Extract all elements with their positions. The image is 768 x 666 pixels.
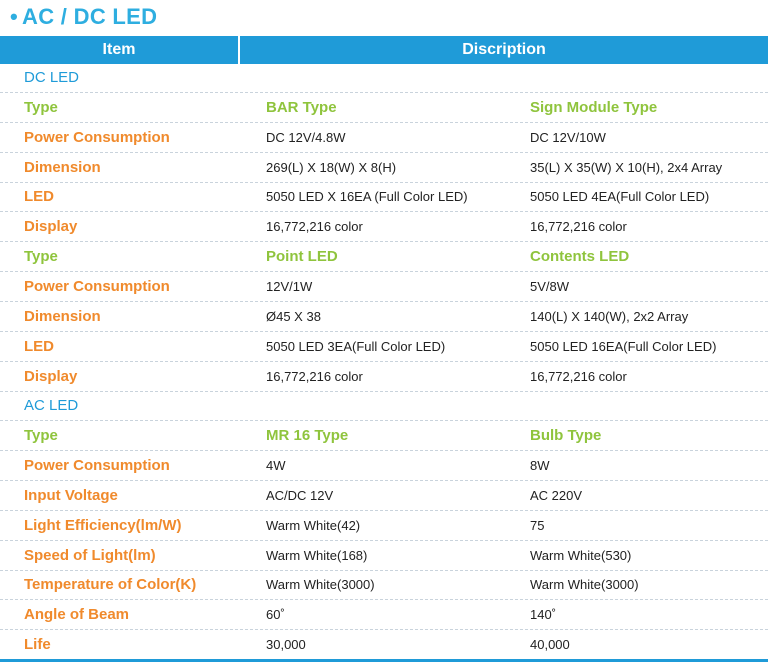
- row-label: LED: [24, 338, 54, 355]
- row-value-1: [266, 392, 521, 420]
- table-row: LED 5050 LED X 16EA (Full Color LED) 5050 …: [0, 183, 768, 212]
- table-row: Type MR 16 Type Bulb Type: [0, 422, 768, 451]
- row-value-1: Point LED: [266, 248, 338, 265]
- row-label: Life: [24, 636, 51, 653]
- row-value-2: Warm White(3000): [530, 577, 639, 592]
- row-value-1: MR 16 Type: [266, 427, 349, 444]
- row-label: Angle of Beam: [24, 606, 130, 623]
- row-label: Input Voltage: [24, 487, 118, 504]
- row-value-2: Contents LED: [530, 248, 630, 265]
- row-label: Dimension: [24, 308, 101, 325]
- row-value-2: Bulb Type: [530, 427, 602, 444]
- row-value-1: Ø45 X 38: [266, 309, 321, 324]
- row-label: Display: [24, 218, 78, 235]
- row-value-1: BAR Type: [266, 99, 337, 116]
- section-row: DC LED: [0, 64, 768, 93]
- row-value-2: [530, 392, 766, 420]
- row-label: LED: [24, 188, 54, 205]
- bullet-icon: •: [10, 4, 19, 29]
- row-value-1: AC/DC 12V: [266, 488, 334, 503]
- row-label: Power Consumption: [24, 278, 170, 295]
- row-value-1: 5050 LED X 16EA (Full Color LED): [266, 189, 468, 204]
- row-value-2: 140˚: [530, 607, 557, 622]
- row-value-2: [530, 64, 766, 92]
- row-value-2: 40,000: [530, 637, 570, 652]
- table-row: Type Point LED Contents LED: [0, 243, 768, 272]
- row-value-2: 35(L) X 35(W) X 10(H), 2x4 Array: [530, 160, 723, 175]
- row-label: Type: [24, 248, 58, 265]
- row-value-1: 16,772,216 color: [266, 219, 363, 234]
- row-value-1: Warm White(168): [266, 548, 368, 563]
- row-value-1: 269(L) X 18(W) X 8(H): [266, 160, 397, 175]
- page-title: • AC / DC LED: [10, 4, 157, 30]
- row-label: Dimension: [24, 159, 101, 176]
- row-value-2: 140(L) X 140(W), 2x2 Array: [530, 309, 689, 324]
- row-value-2: 75: [530, 518, 545, 533]
- row-label: Type: [24, 99, 58, 116]
- table-row: Temperature of Color(K) Warm White(3000) W…: [0, 571, 768, 600]
- table-row: Life 30,000 40,000: [0, 631, 768, 660]
- table-row: Type BAR Type Sign Module Type: [0, 94, 768, 123]
- row-value-1: DC 12V/4.8W: [266, 130, 346, 145]
- row-label: AC LED: [24, 397, 79, 414]
- table-header: Item Discription: [0, 36, 768, 64]
- row-value-1: Warm White(3000): [266, 577, 375, 592]
- table-row: Display 16,772,216 color 16,772,216 color: [0, 363, 768, 392]
- row-label: Power Consumption: [24, 457, 170, 474]
- row-value-2: 5V/8W: [530, 279, 570, 294]
- row-value-2: DC 12V/10W: [530, 130, 606, 145]
- row-value-1: [266, 64, 521, 92]
- page-title-text: AC / DC LED: [22, 4, 158, 29]
- row-value-2: 5050 LED 4EA(Full Color LED): [530, 189, 710, 204]
- row-value-2: AC 220V: [530, 488, 583, 503]
- row-value-1: 30,000: [266, 637, 306, 652]
- table-row: Speed of Light(lm) Warm White(168) Warm Wh…: [0, 542, 768, 571]
- header-divider: [238, 36, 240, 64]
- row-value-1: 16,772,216 color: [266, 369, 363, 384]
- row-value-2: 5050 LED 16EA(Full Color LED): [530, 339, 717, 354]
- bottom-rule: [0, 659, 768, 662]
- row-value-2: Warm White(530): [530, 548, 632, 563]
- header-description: Discription: [462, 41, 546, 58]
- header-item: Item: [102, 41, 136, 58]
- section-row: AC LED: [0, 392, 768, 421]
- row-label: Light Efficiency(lm/W): [24, 517, 182, 534]
- row-value-2: 8W: [530, 458, 550, 473]
- table-row: Light Efficiency(lm/W) Warm White(42) 75: [0, 512, 768, 541]
- row-value-2: 16,772,216 color: [530, 219, 627, 234]
- row-label: Type: [24, 427, 58, 444]
- table-row: Power Consumption DC 12V/4.8W DC 12V/10W: [0, 124, 768, 153]
- row-value-1: 12V/1W: [266, 279, 313, 294]
- table-row: Angle of Beam 60˚ 140˚: [0, 601, 768, 630]
- table-row: LED 5050 LED 3EA(Full Color LED) 5050 LED …: [0, 333, 768, 362]
- row-label: Display: [24, 368, 78, 385]
- table-row: Power Consumption 12V/1W 5V/8W: [0, 273, 768, 302]
- row-value-2: Sign Module Type: [530, 99, 658, 116]
- row-value-1: Warm White(42): [266, 518, 361, 533]
- row-label: Power Consumption: [24, 129, 170, 146]
- row-value-1: 60˚: [266, 607, 285, 622]
- row-value-1: 4W: [266, 458, 286, 473]
- table-row: Dimension 269(L) X 18(W) X 8(H) 35(L) X 35…: [0, 154, 768, 183]
- table-row: Power Consumption 4W 8W: [0, 452, 768, 481]
- row-label: Speed of Light(lm): [24, 547, 156, 564]
- table-row: Display 16,772,216 color 16,772,216 color: [0, 213, 768, 242]
- row-value-1: 5050 LED 3EA(Full Color LED): [266, 339, 446, 354]
- row-label: DC LED: [24, 69, 80, 86]
- table-row: Dimension Ø45 X 38 140(L) X 140(W), 2x2 Ar…: [0, 303, 768, 332]
- table-row: Input Voltage AC/DC 12V AC 220V: [0, 482, 768, 511]
- row-value-2: 16,772,216 color: [530, 369, 627, 384]
- row-label: Temperature of Color(K): [24, 576, 197, 593]
